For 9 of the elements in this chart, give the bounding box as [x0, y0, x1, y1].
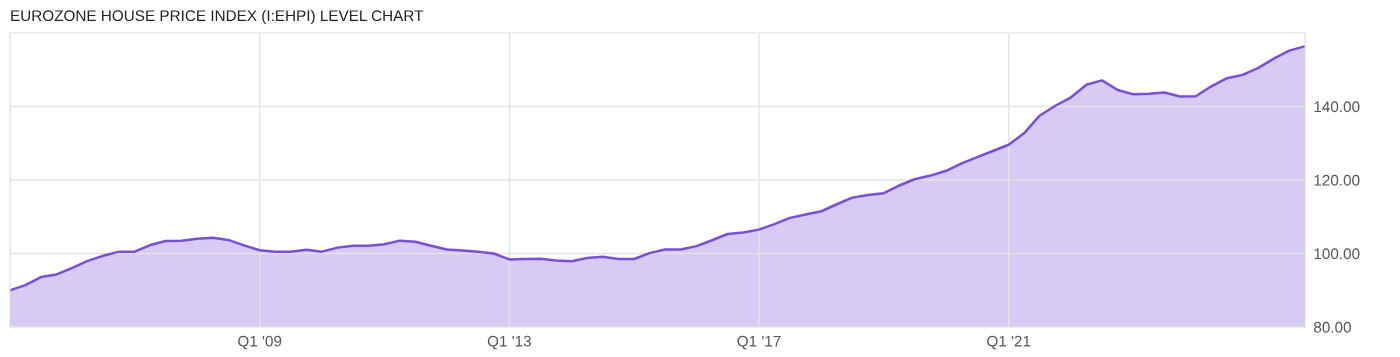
y-tick-label: 80.00: [1314, 321, 1351, 333]
x-tick-label: Q1 '09: [238, 335, 282, 350]
x-tick-label: Q1 '17: [737, 335, 781, 350]
y-tick-label: 140.00: [1314, 101, 1360, 113]
y-tick-label: 120.00: [1314, 174, 1360, 186]
x-tick-label: Q1 '13: [487, 335, 531, 350]
chart-title: EUROZONE HOUSE PRICE INDEX (I:EHPI) LEVEL CHART: [11, 9, 424, 25]
y-tick-label: 100.00: [1314, 248, 1360, 260]
x-tick-label: Q1 '21: [987, 335, 1031, 350]
